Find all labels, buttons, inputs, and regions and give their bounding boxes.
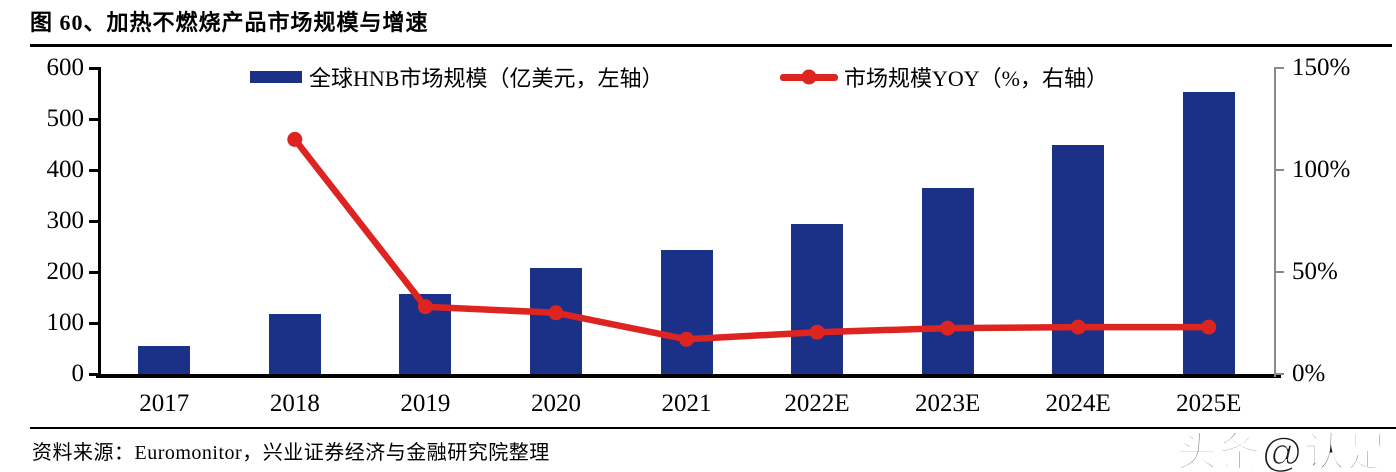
left-axis-tick xyxy=(88,322,98,325)
left-axis-tick xyxy=(88,220,98,223)
legend-item-line-series: 市场规模YOY（%，右轴） xyxy=(780,61,1108,93)
bar-2017 xyxy=(138,345,191,374)
left-axis xyxy=(97,67,101,376)
left-axis-tick-label: 500 xyxy=(46,105,85,132)
figure-title: 图 60、加热不燃烧产品市场规模与增速 xyxy=(30,10,429,35)
left-axis-tick-label: 100 xyxy=(46,309,85,336)
bar-2022E xyxy=(791,223,844,374)
left-axis-tick xyxy=(88,169,98,172)
bar-2018 xyxy=(268,314,321,374)
source-note: 资料来源：Euromonitor，兴业证券经济与金融研究院整理 xyxy=(32,442,550,464)
right-axis-tick xyxy=(1276,169,1284,171)
x-axis-label: 2019 xyxy=(400,390,451,417)
right-axis-tick xyxy=(1276,373,1284,375)
right-axis-tick-label: 0% xyxy=(1292,360,1326,387)
x-axis-label: 2021 xyxy=(661,390,712,417)
watermark: 头条@认是 xyxy=(1175,428,1390,472)
title-divider xyxy=(30,44,1392,47)
right-axis-tick-label: 50% xyxy=(1292,258,1338,285)
bar-2020 xyxy=(529,268,582,374)
bar-2025E xyxy=(1182,91,1235,374)
bottom-axis xyxy=(96,374,1281,378)
bar-2024E xyxy=(1052,144,1105,374)
bar-2021 xyxy=(660,250,713,374)
x-axis-label: 2020 xyxy=(530,390,581,417)
right-axis-tick-label: 150% xyxy=(1292,54,1351,81)
x-axis-label: 2018 xyxy=(269,390,320,417)
right-axis-tick-label: 100% xyxy=(1292,156,1351,183)
right-axis-tick xyxy=(1276,67,1284,69)
bar-series-swatch xyxy=(250,71,302,83)
legend-label-bar-series: 全球HNB市场规模（亿美元，左轴） xyxy=(309,66,664,91)
legend-label-line-series: 市场规模YOY（%，右轴） xyxy=(844,66,1108,91)
left-axis-tick-label: 600 xyxy=(46,54,85,81)
left-axis-tick xyxy=(88,67,98,70)
left-axis-tick-label: 300 xyxy=(46,207,85,234)
line-series-swatch xyxy=(780,69,838,85)
left-axis-tick xyxy=(88,118,98,121)
x-axis-label: 2024E xyxy=(1045,390,1111,417)
bar-2019 xyxy=(399,293,452,374)
x-axis-label: 2023E xyxy=(914,390,981,417)
left-axis-tick-label: 400 xyxy=(46,156,85,183)
line-series-marker-icon xyxy=(801,69,817,85)
x-axis-label: 2022E xyxy=(784,390,850,417)
left-axis-tick-label: 0 xyxy=(71,360,85,387)
left-axis-tick xyxy=(88,373,98,376)
left-axis-tick xyxy=(88,271,98,274)
x-axis-label: 2025E xyxy=(1176,390,1242,417)
left-axis-tick-label: 200 xyxy=(46,258,85,285)
right-axis-tick xyxy=(1276,271,1284,273)
right-axis xyxy=(1274,67,1276,377)
footer-divider xyxy=(30,427,1396,429)
bar-2023E xyxy=(921,188,974,374)
legend-item-bar-series: 全球HNB市场规模（亿美元，左轴） xyxy=(250,61,663,93)
yoy-point-icon xyxy=(287,131,303,147)
x-axis-label: 2017 xyxy=(139,390,190,417)
